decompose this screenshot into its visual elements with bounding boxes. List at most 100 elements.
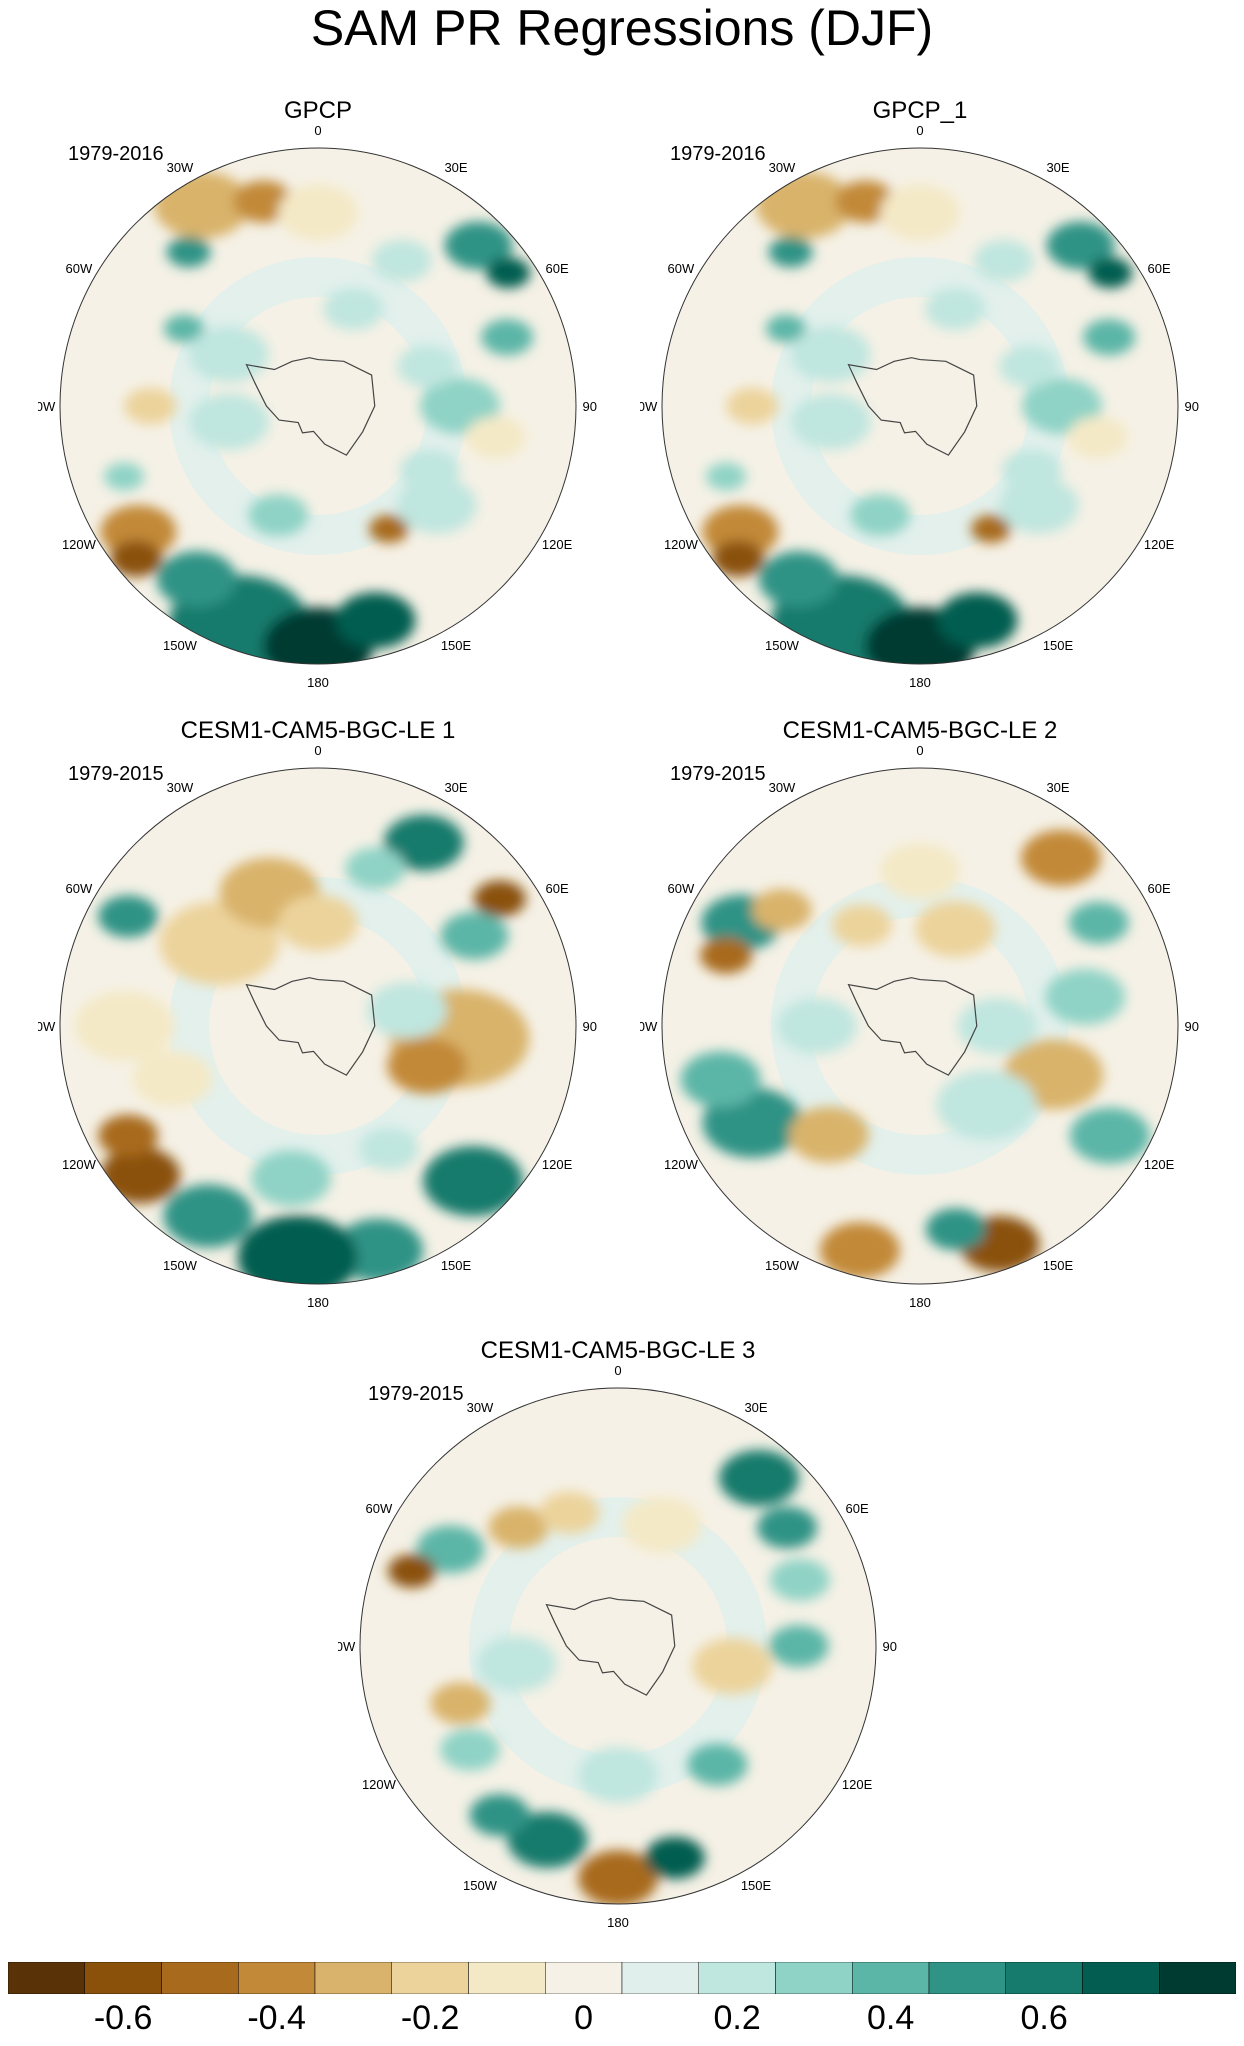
contour-patch <box>937 592 1018 649</box>
antarctica-outline <box>847 357 978 456</box>
contour-patch <box>481 318 534 356</box>
longitude-label: 150E <box>441 1258 472 1273</box>
colorbar-tick-label: -0.2 <box>400 1999 460 2037</box>
longitude-label: 0 <box>314 123 321 138</box>
map-background <box>662 148 1178 664</box>
longitude-label: 30W <box>769 160 796 175</box>
longitude-label: 60W <box>668 261 695 276</box>
contour-patch <box>278 184 358 241</box>
map-rim <box>59 767 577 1285</box>
contour-patch <box>98 895 159 938</box>
colorbar-tick-label: -0.6 <box>93 1999 153 2037</box>
period-label: 1979-2015 <box>68 763 164 785</box>
contour-patch <box>469 1794 530 1837</box>
contour-patch <box>1046 221 1115 270</box>
contour-patch <box>163 314 204 343</box>
polar-map: 0 30E 60E 90E 120E 150E 180 150W 120W 90W 60W 30W <box>640 123 1200 690</box>
longitude-label: 120W <box>664 537 699 552</box>
map-panel-gpcp: GPCP 1979-2016 0 30E 60E 90E 120E 150E 180 150W… <box>38 96 598 696</box>
contour-patch <box>622 1496 703 1553</box>
map-rim <box>359 1387 877 1905</box>
colorbar-swatch <box>1005 1962 1083 1994</box>
panel-title: CESM1-CAM5-BGC-LE 1 <box>180 717 456 744</box>
contour-patch <box>237 1215 358 1284</box>
contour-field <box>662 148 1178 664</box>
period-label: 1979-2015 <box>670 763 766 785</box>
contour-patch <box>278 894 358 951</box>
longitude-label: 150W <box>765 1258 800 1273</box>
colorbar-tick-label: 0 <box>574 1999 594 2037</box>
map-background <box>60 148 576 664</box>
contour-patch <box>166 236 211 268</box>
contour-patch <box>880 184 960 241</box>
polar-map: 0 30E 60E 90E 120E 150E 180 150W 120W 90W 60W 30W <box>38 743 598 1310</box>
contour-patch <box>423 1146 524 1217</box>
contour-patch <box>110 540 163 577</box>
panel-title: GPCP <box>283 97 352 124</box>
longitude-label: 150W <box>163 638 198 653</box>
longitude-label: 180 <box>909 675 931 690</box>
longitude-label: 120E <box>1144 537 1175 552</box>
polar-map: 0 30E 60E 90E 120E 150E 180 150W 120W 90W 60W 30W <box>38 123 598 690</box>
colorbar-swatch <box>1159 1962 1236 1994</box>
longitude-label: 90W <box>640 399 658 414</box>
longitude-label: 30E <box>444 160 467 175</box>
longitude-label: 30W <box>167 160 194 175</box>
longitude-label: 150W <box>163 1258 198 1273</box>
contour-patch <box>758 551 839 608</box>
contour-patch <box>387 1554 436 1588</box>
contour-patch <box>399 449 460 492</box>
longitude-label: 60W <box>668 881 695 896</box>
map-rim <box>661 767 1179 1285</box>
contour-patch <box>132 1050 213 1107</box>
polar-map: 0 30E 60E 90E 120E 150E 180 150W 120W 90W 60W 30W <box>640 743 1200 1310</box>
colorbar <box>8 1962 1236 1994</box>
longitude-label: 180 <box>607 1915 629 1930</box>
longitude-label: 180 <box>307 675 329 690</box>
contour-patch <box>156 551 237 608</box>
contour-patch <box>850 494 911 537</box>
contour-patch <box>1045 968 1126 1025</box>
contour-patch <box>358 1127 419 1170</box>
contour-patch <box>712 540 765 577</box>
contour-patch <box>396 477 477 534</box>
longitude-label: 150E <box>1043 1258 1074 1273</box>
longitude-label: 60E <box>1148 261 1171 276</box>
contour-patch <box>444 221 513 270</box>
colorbar-tick-label: 0.2 <box>713 1999 761 2037</box>
colorbar-swatch <box>391 1962 469 1994</box>
contour-patch <box>578 1747 658 1803</box>
antarctica-outline <box>245 977 376 1076</box>
longitude-label: 60W <box>66 881 93 896</box>
contour-patch <box>335 592 416 649</box>
longitude-label: 60E <box>546 881 569 896</box>
contour-patch <box>999 345 1060 388</box>
contour-patch <box>687 1743 748 1786</box>
contour-patch <box>970 514 1011 543</box>
longitude-label: 120E <box>842 1777 873 1792</box>
longitude-label: 90E <box>1184 1019 1200 1034</box>
contour-patch <box>768 236 813 268</box>
contour-patch <box>765 314 806 343</box>
contour-patch <box>188 326 269 383</box>
colorbar-swatch <box>775 1962 853 1994</box>
contour-patch <box>488 1506 549 1549</box>
contour-patch <box>768 1625 829 1667</box>
contour-patch <box>476 1635 557 1692</box>
contour-field <box>60 768 576 1284</box>
longitude-label: 180 <box>307 1295 329 1310</box>
contour-patch <box>1067 416 1128 459</box>
contour-patch <box>700 937 753 974</box>
longitude-label: 120E <box>542 537 573 552</box>
colorbar-swatch <box>84 1962 162 1994</box>
contour-patch <box>578 1850 658 1904</box>
contour-patch <box>440 1728 501 1771</box>
contour-patch <box>936 1070 1037 1141</box>
colorbar-tick-label: -0.4 <box>247 1999 306 2037</box>
contour-patch <box>1069 1107 1150 1164</box>
contour-patch <box>880 843 960 900</box>
contour-patch <box>100 1147 181 1204</box>
contour-patch <box>915 901 996 958</box>
longitude-label: 90W <box>338 1639 356 1654</box>
map-background <box>360 1388 876 1904</box>
